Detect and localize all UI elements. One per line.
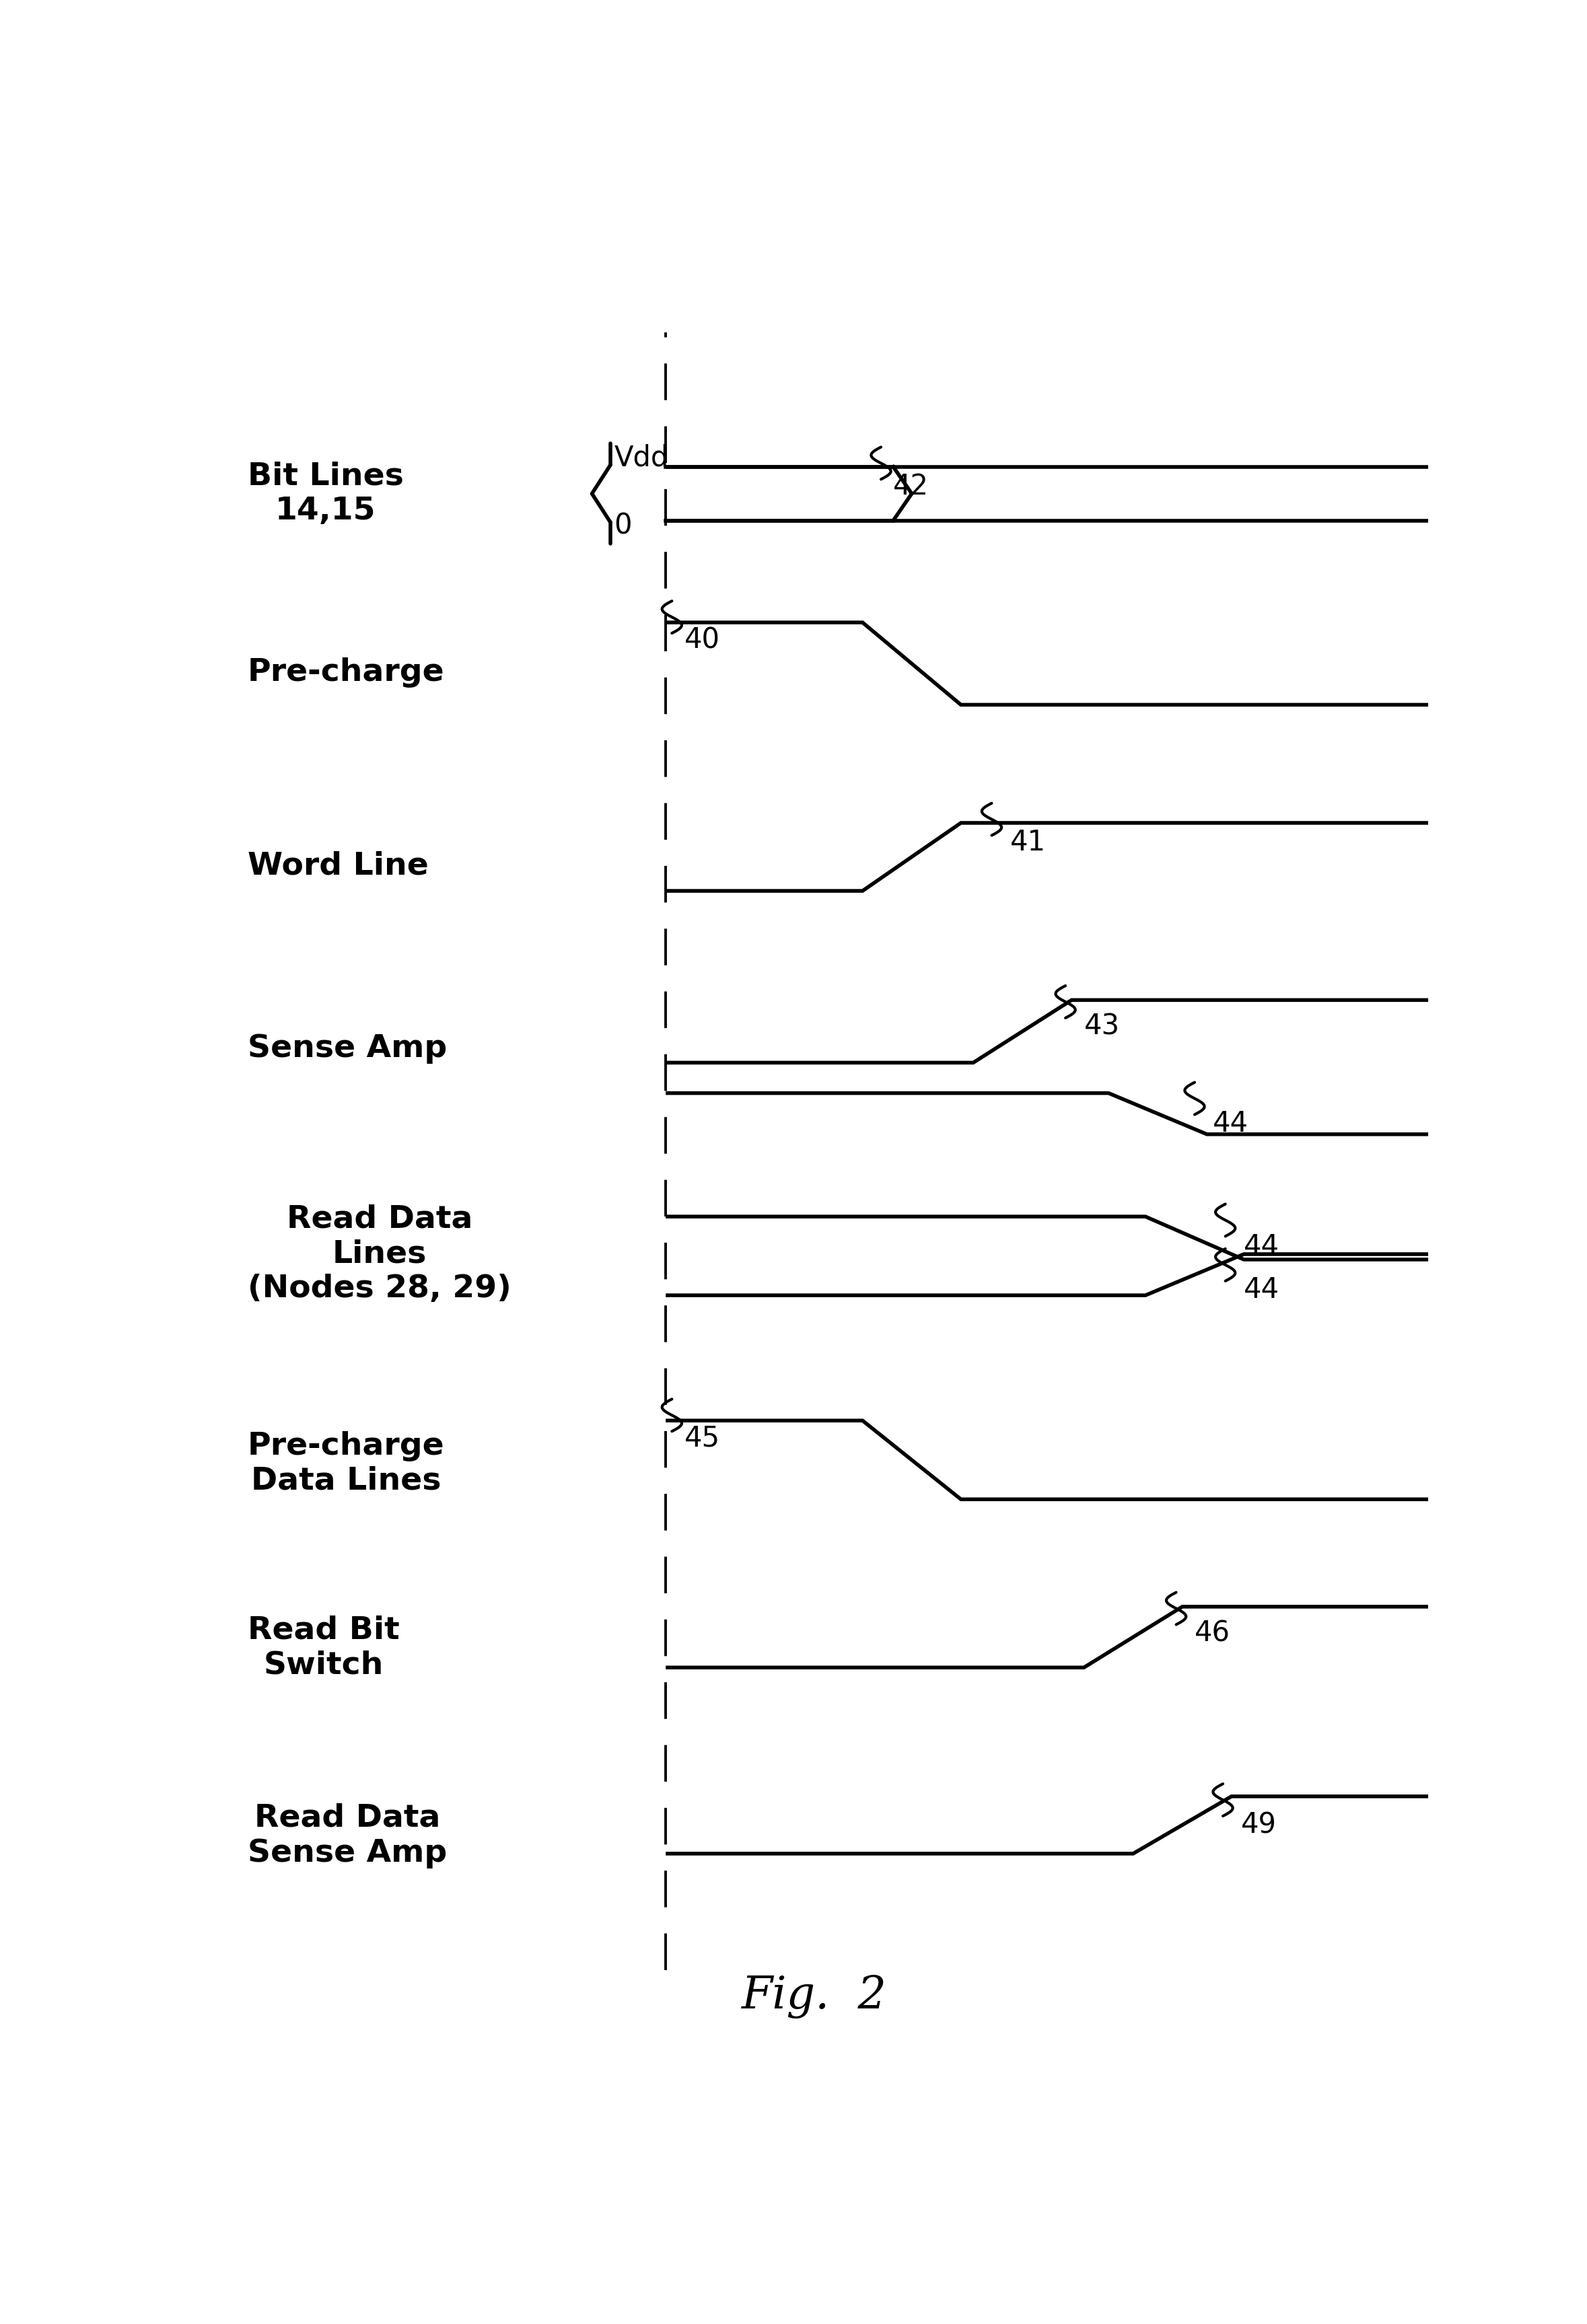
Text: Read Data
Sense Amp: Read Data Sense Amp [248, 1803, 448, 1868]
Text: Read Data
Lines
(Nodes 28, 29): Read Data Lines (Nodes 28, 29) [248, 1204, 511, 1304]
Text: Pre-charge: Pre-charge [248, 658, 444, 688]
Text: 44: 44 [1244, 1276, 1279, 1304]
Text: Fig.  2: Fig. 2 [741, 1975, 886, 2020]
Text: Vdd: Vdd [614, 444, 668, 472]
Text: 44: 44 [1244, 1232, 1279, 1262]
Text: 46: 46 [1195, 1620, 1230, 1648]
Text: Bit Lines
14,15: Bit Lines 14,15 [248, 460, 403, 525]
Text: 42: 42 [893, 472, 928, 500]
Text: 40: 40 [684, 625, 720, 655]
Text: 0: 0 [614, 511, 632, 539]
Text: 49: 49 [1241, 1810, 1278, 1838]
Text: Read Bit
Switch: Read Bit Switch [248, 1615, 400, 1680]
Text: Word Line: Word Line [248, 851, 428, 881]
Text: 44: 44 [1212, 1109, 1249, 1136]
Text: 41: 41 [1011, 827, 1046, 858]
Text: 43: 43 [1084, 1013, 1120, 1041]
Text: Sense Amp: Sense Amp [248, 1034, 448, 1064]
Text: 45: 45 [684, 1425, 720, 1452]
Text: Pre-charge
Data Lines: Pre-charge Data Lines [248, 1432, 444, 1497]
